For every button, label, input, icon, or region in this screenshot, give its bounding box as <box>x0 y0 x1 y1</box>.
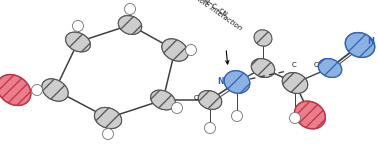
Ellipse shape <box>318 59 342 77</box>
Ellipse shape <box>162 39 188 61</box>
Ellipse shape <box>345 33 375 57</box>
Ellipse shape <box>224 71 250 93</box>
Ellipse shape <box>318 59 342 77</box>
Text: N: N <box>367 38 374 46</box>
Ellipse shape <box>198 91 222 109</box>
Ellipse shape <box>282 73 308 93</box>
Ellipse shape <box>224 71 250 93</box>
Ellipse shape <box>290 113 301 124</box>
Ellipse shape <box>282 73 308 93</box>
Ellipse shape <box>172 103 183 114</box>
Ellipse shape <box>66 32 90 52</box>
Ellipse shape <box>118 16 142 34</box>
Ellipse shape <box>231 111 243 122</box>
Ellipse shape <box>94 107 122 129</box>
Ellipse shape <box>0 75 31 105</box>
Text: C: C <box>291 62 296 68</box>
Ellipse shape <box>42 79 68 101</box>
Ellipse shape <box>162 39 188 61</box>
Text: N: N <box>218 76 224 86</box>
Ellipse shape <box>73 21 84 32</box>
Ellipse shape <box>345 33 375 57</box>
Text: C=N⋯C–CN: C=N⋯C–CN <box>196 0 228 18</box>
Ellipse shape <box>186 44 197 55</box>
Ellipse shape <box>124 4 135 15</box>
Ellipse shape <box>0 75 31 105</box>
Ellipse shape <box>295 101 325 129</box>
Ellipse shape <box>66 32 90 52</box>
Ellipse shape <box>31 85 42 96</box>
Text: σ-hole interaction: σ-hole interaction <box>188 0 242 32</box>
Ellipse shape <box>295 101 325 129</box>
Ellipse shape <box>204 123 215 133</box>
Ellipse shape <box>251 59 275 77</box>
Ellipse shape <box>150 90 175 110</box>
Ellipse shape <box>150 90 175 110</box>
Ellipse shape <box>42 79 68 101</box>
Ellipse shape <box>94 107 122 129</box>
Ellipse shape <box>254 30 272 46</box>
Text: C: C <box>314 62 318 68</box>
Text: C: C <box>194 95 198 101</box>
Ellipse shape <box>254 30 272 46</box>
Ellipse shape <box>102 128 113 139</box>
Ellipse shape <box>251 59 275 77</box>
Ellipse shape <box>198 91 222 109</box>
Ellipse shape <box>118 16 142 34</box>
